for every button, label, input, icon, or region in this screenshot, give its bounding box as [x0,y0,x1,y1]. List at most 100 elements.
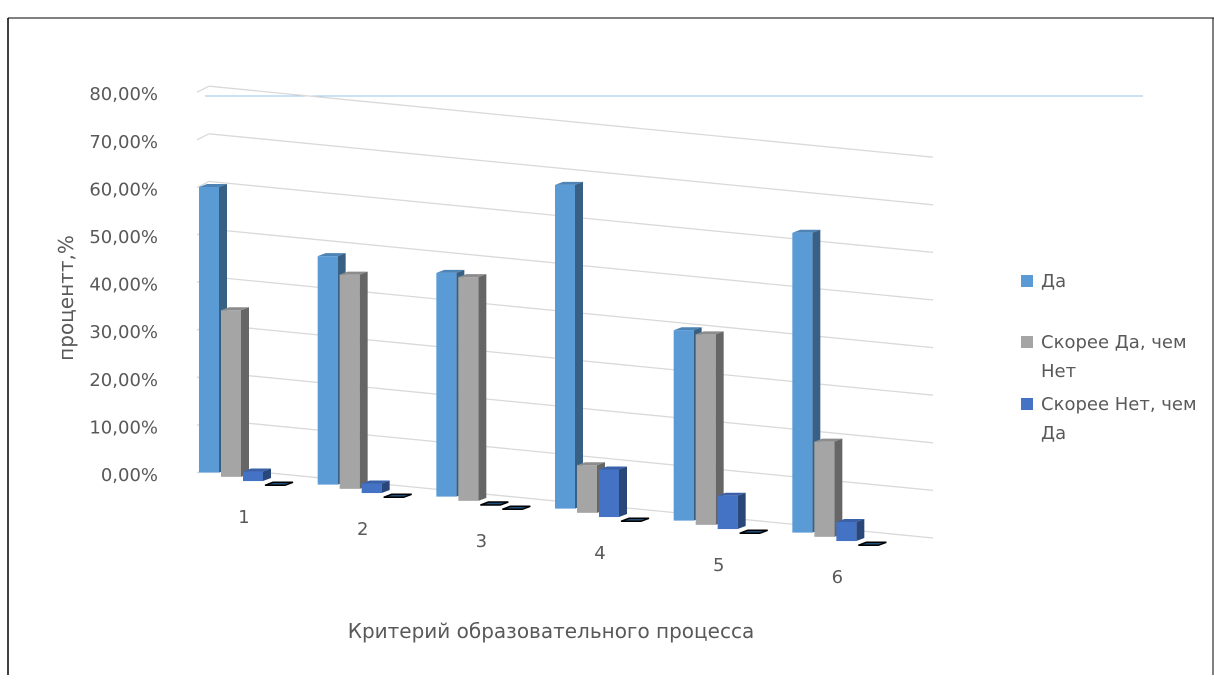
y-tick-label: 30,00% [89,322,158,343]
bar-series2-cat6 [814,438,843,537]
bar-series1-cat1-front [199,187,219,473]
bar-series4-cat5 [739,529,768,535]
bar-series4-cat3-top [502,505,531,511]
bar-series2-cat3-front [458,277,479,501]
bar-series3-cat6-front [836,522,857,542]
bar-series3-cat5 [717,492,746,530]
y-tick-label: 50,00% [89,227,158,248]
y-tick-label: 80,00% [89,84,158,105]
bar-series3-cat2-side [381,480,390,494]
bar-series3-cat2-top [361,480,390,484]
bar-series2-cat2-side [359,271,368,489]
bar-series2-cat1-front [221,310,241,477]
gridline [208,85,934,158]
bar-series4-cat2-top [383,493,412,499]
bar-series1-cat3-front [436,272,457,497]
bar-series2-cat5-front [695,334,716,525]
bar-series1-cat4-side [575,181,583,509]
bar-series3-cat4-top [599,466,627,470]
bar-series2-cat2-top [339,271,368,275]
legend: Да Скорее Да, чем Нет Скорее Нет, чем Да [1021,271,1197,444]
chart-border-layer [7,17,1214,675]
y-tick-label: 40,00% [89,275,158,296]
x-tick-label: 3 [476,531,487,552]
bar-series2-cat1 [221,307,249,477]
bar-series3-cat3-top [480,501,509,506]
bar-series3-cat4-side [619,466,627,518]
bar-series2-cat5-side [715,331,724,525]
y-tick-label: 60,00% [89,179,158,200]
bar-series2-cat3-side [478,274,487,501]
bar-series4-cat4-top [620,517,650,523]
bar-series4-cat5-top [739,529,768,535]
bar-series3-cat4-front [599,469,619,518]
bar-series4-cat3 [502,505,531,511]
gridline-tick [196,133,210,141]
bar-series4-cat6 [858,541,887,547]
x-axis-ticks: 1 2 3 4 5 6 [238,507,843,588]
y-axis-label: процентт,% [54,235,78,361]
bar-series3-cat6-side [856,519,865,542]
y-tick-label: 10,00% [89,417,158,438]
bar-series1-cat6-top [792,229,821,233]
bar-series3-cat6-top [836,519,865,523]
bar-series1-cat4 [555,181,583,509]
bar-series1-cat2-front [317,256,338,485]
bar-series1-cat4-top [555,181,583,185]
x-axis-label: Критерий образовательного процесса [348,619,754,643]
bar-series4-cat6-top [858,541,887,547]
bars [199,181,887,547]
legend-label: Скорее Нет, чем [1041,394,1197,415]
bar-series2-cat5 [695,331,724,525]
bar-series1-cat5-top [673,327,702,331]
bar-series4-cat1-top [264,481,294,487]
y-tick-label: 0,00% [101,465,158,486]
legend-label: Нет [1041,361,1076,382]
bar-series3-cat6 [836,519,865,542]
legend-swatch [1021,336,1033,348]
bar-series3-cat5-side [737,492,746,530]
bar-series2-cat3 [458,274,487,501]
bar-series4-cat1 [264,481,294,487]
legend-label: Да [1041,271,1066,292]
bar-series4-cat2 [383,493,412,499]
x-tick-label: 4 [594,543,605,564]
legend-swatch [1021,275,1033,287]
bar-series1-cat1-top [199,184,227,188]
x-tick-label: 5 [713,555,724,576]
y-axis-ticks: 0,00% 10,00% 20,00% 30,00% 40,00% 50,00% 60,00… [89,84,158,486]
legend-label: Да [1041,423,1066,444]
bar-series2-cat4-front [577,465,597,513]
bar-series1-cat2-top [317,253,346,257]
bar-series3-cat1-front [243,471,263,482]
bar-series3-cat1-top [243,468,271,472]
bar-series3-cat1-side [263,468,271,482]
bar-series2-cat1-side [241,307,249,477]
y-tick-label: 70,00% [89,132,158,153]
x-tick-label: 6 [832,567,843,588]
bar-series1-cat6-front [792,232,813,533]
bar-series4-cat4 [620,517,650,523]
bar-series2-cat6-front [814,441,835,537]
bar-series1-cat3-top [436,269,465,273]
bar-series2-cat6-top [814,438,843,442]
bar-series3-cat2-front [361,483,382,494]
bar-series2-cat3-top [458,274,487,278]
y-tick-label: 20,00% [89,370,158,391]
bar-series3-cat3 [480,501,509,506]
gridline-tick [196,85,210,93]
bar-series3-cat2 [361,480,390,494]
bar-series1-cat4-front [555,184,575,509]
bar-series2-cat2-front [339,274,360,489]
bar-series2-cat6-side [834,438,843,537]
bar-series2-cat1-top [221,307,249,311]
x-tick-label: 2 [357,519,368,540]
bar-series3-cat5-front [717,495,738,530]
bar-series3-cat4 [599,466,627,518]
bar-series3-cat5-top [717,492,746,496]
gridline-tick [196,180,210,188]
legend-swatch [1021,398,1033,410]
bar-series2-cat5-top [695,331,724,335]
